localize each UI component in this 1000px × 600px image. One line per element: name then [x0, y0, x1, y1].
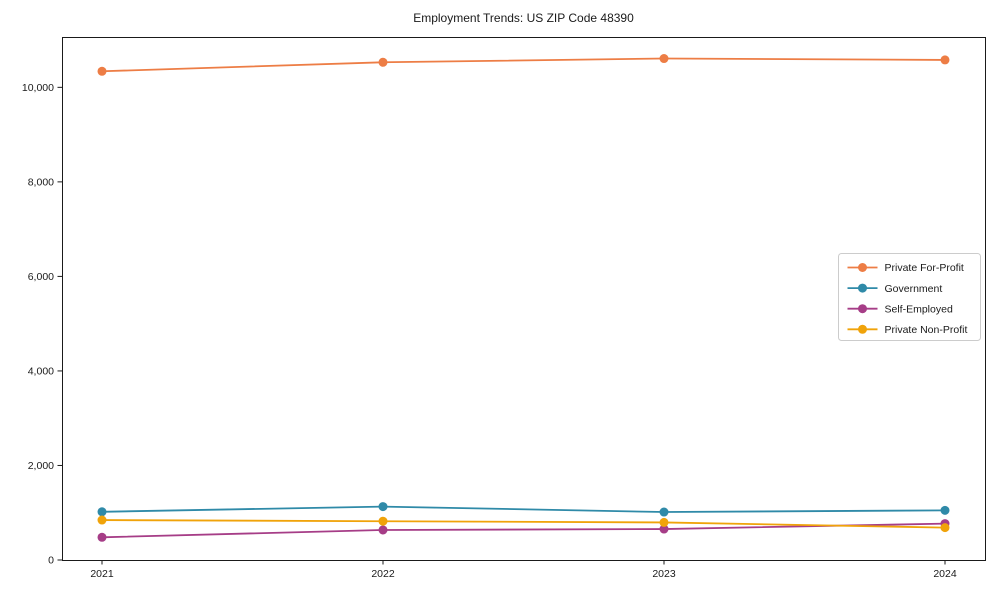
legend-label: Self-Employed: [885, 303, 953, 315]
legend-marker-dot: [858, 283, 867, 293]
data-point-private-for-profit-2023: [659, 54, 669, 64]
data-point-private-for-profit-2024: [940, 55, 950, 65]
data-point-self-employed-2023: [659, 524, 669, 534]
series-line-private-for-profit: [101, 57, 946, 73]
legend-marker-dot: [858, 304, 867, 314]
legend-label: Private Non-Profit: [885, 324, 968, 336]
data-point-government-2021: [97, 507, 107, 517]
series-line-self-employed: [101, 522, 946, 539]
data-point-self-employed-2021: [97, 532, 107, 542]
x-tick-label: 2022: [371, 568, 395, 580]
legend-item-government: Government: [847, 283, 943, 295]
x-tick-label: 2024: [933, 568, 957, 580]
y-tick-label: 8,000: [28, 177, 54, 189]
legend-item-self-employed: Self-Employed: [847, 303, 953, 315]
x-tick-label: 2023: [652, 568, 676, 580]
y-tick-label: 4,000: [28, 366, 54, 378]
data-point-private-for-profit-2022: [378, 57, 388, 67]
y-tick-label: 2,000: [28, 460, 54, 472]
series-government: [97, 502, 950, 517]
data-point-government-2023: [659, 507, 669, 517]
series-line-government: [101, 505, 946, 513]
legend-item-private-non-profit: Private Non-Profit: [847, 324, 968, 336]
y-tick-label: 0: [48, 555, 54, 567]
x-tick-label: 2021: [90, 568, 114, 580]
plot-border: [62, 37, 986, 561]
data-point-private-non-profit-2022: [378, 516, 388, 526]
series-private-non-profit: [97, 515, 950, 533]
legend-marker-dot: [858, 263, 867, 272]
data-point-private-non-profit-2021: [97, 515, 107, 525]
y-tick-label: 10,000: [22, 82, 54, 94]
data-point-private-non-profit-2024: [940, 523, 950, 533]
chart-title: Employment Trends: US ZIP Code 48390: [413, 11, 634, 25]
data-point-self-employed-2022: [378, 525, 388, 535]
legend: Private For-Profit Government Self-Employe…: [838, 253, 981, 341]
legend-item-private-for-profit: Private For-Profit: [847, 262, 964, 274]
data-point-private-for-profit-2021: [97, 66, 107, 76]
legend-box: [838, 253, 981, 341]
series-line-private-non-profit: [101, 519, 946, 529]
legend-marker-dot: [858, 324, 867, 334]
y-tick-label: 6,000: [28, 271, 54, 283]
legend-label: Private For-Profit: [885, 262, 964, 274]
data-point-government-2024: [940, 505, 950, 515]
data-point-government-2022: [378, 502, 388, 512]
data-point-private-non-profit-2023: [659, 517, 669, 527]
legend-label: Government: [885, 283, 943, 295]
series-private-for-profit: [97, 54, 950, 76]
